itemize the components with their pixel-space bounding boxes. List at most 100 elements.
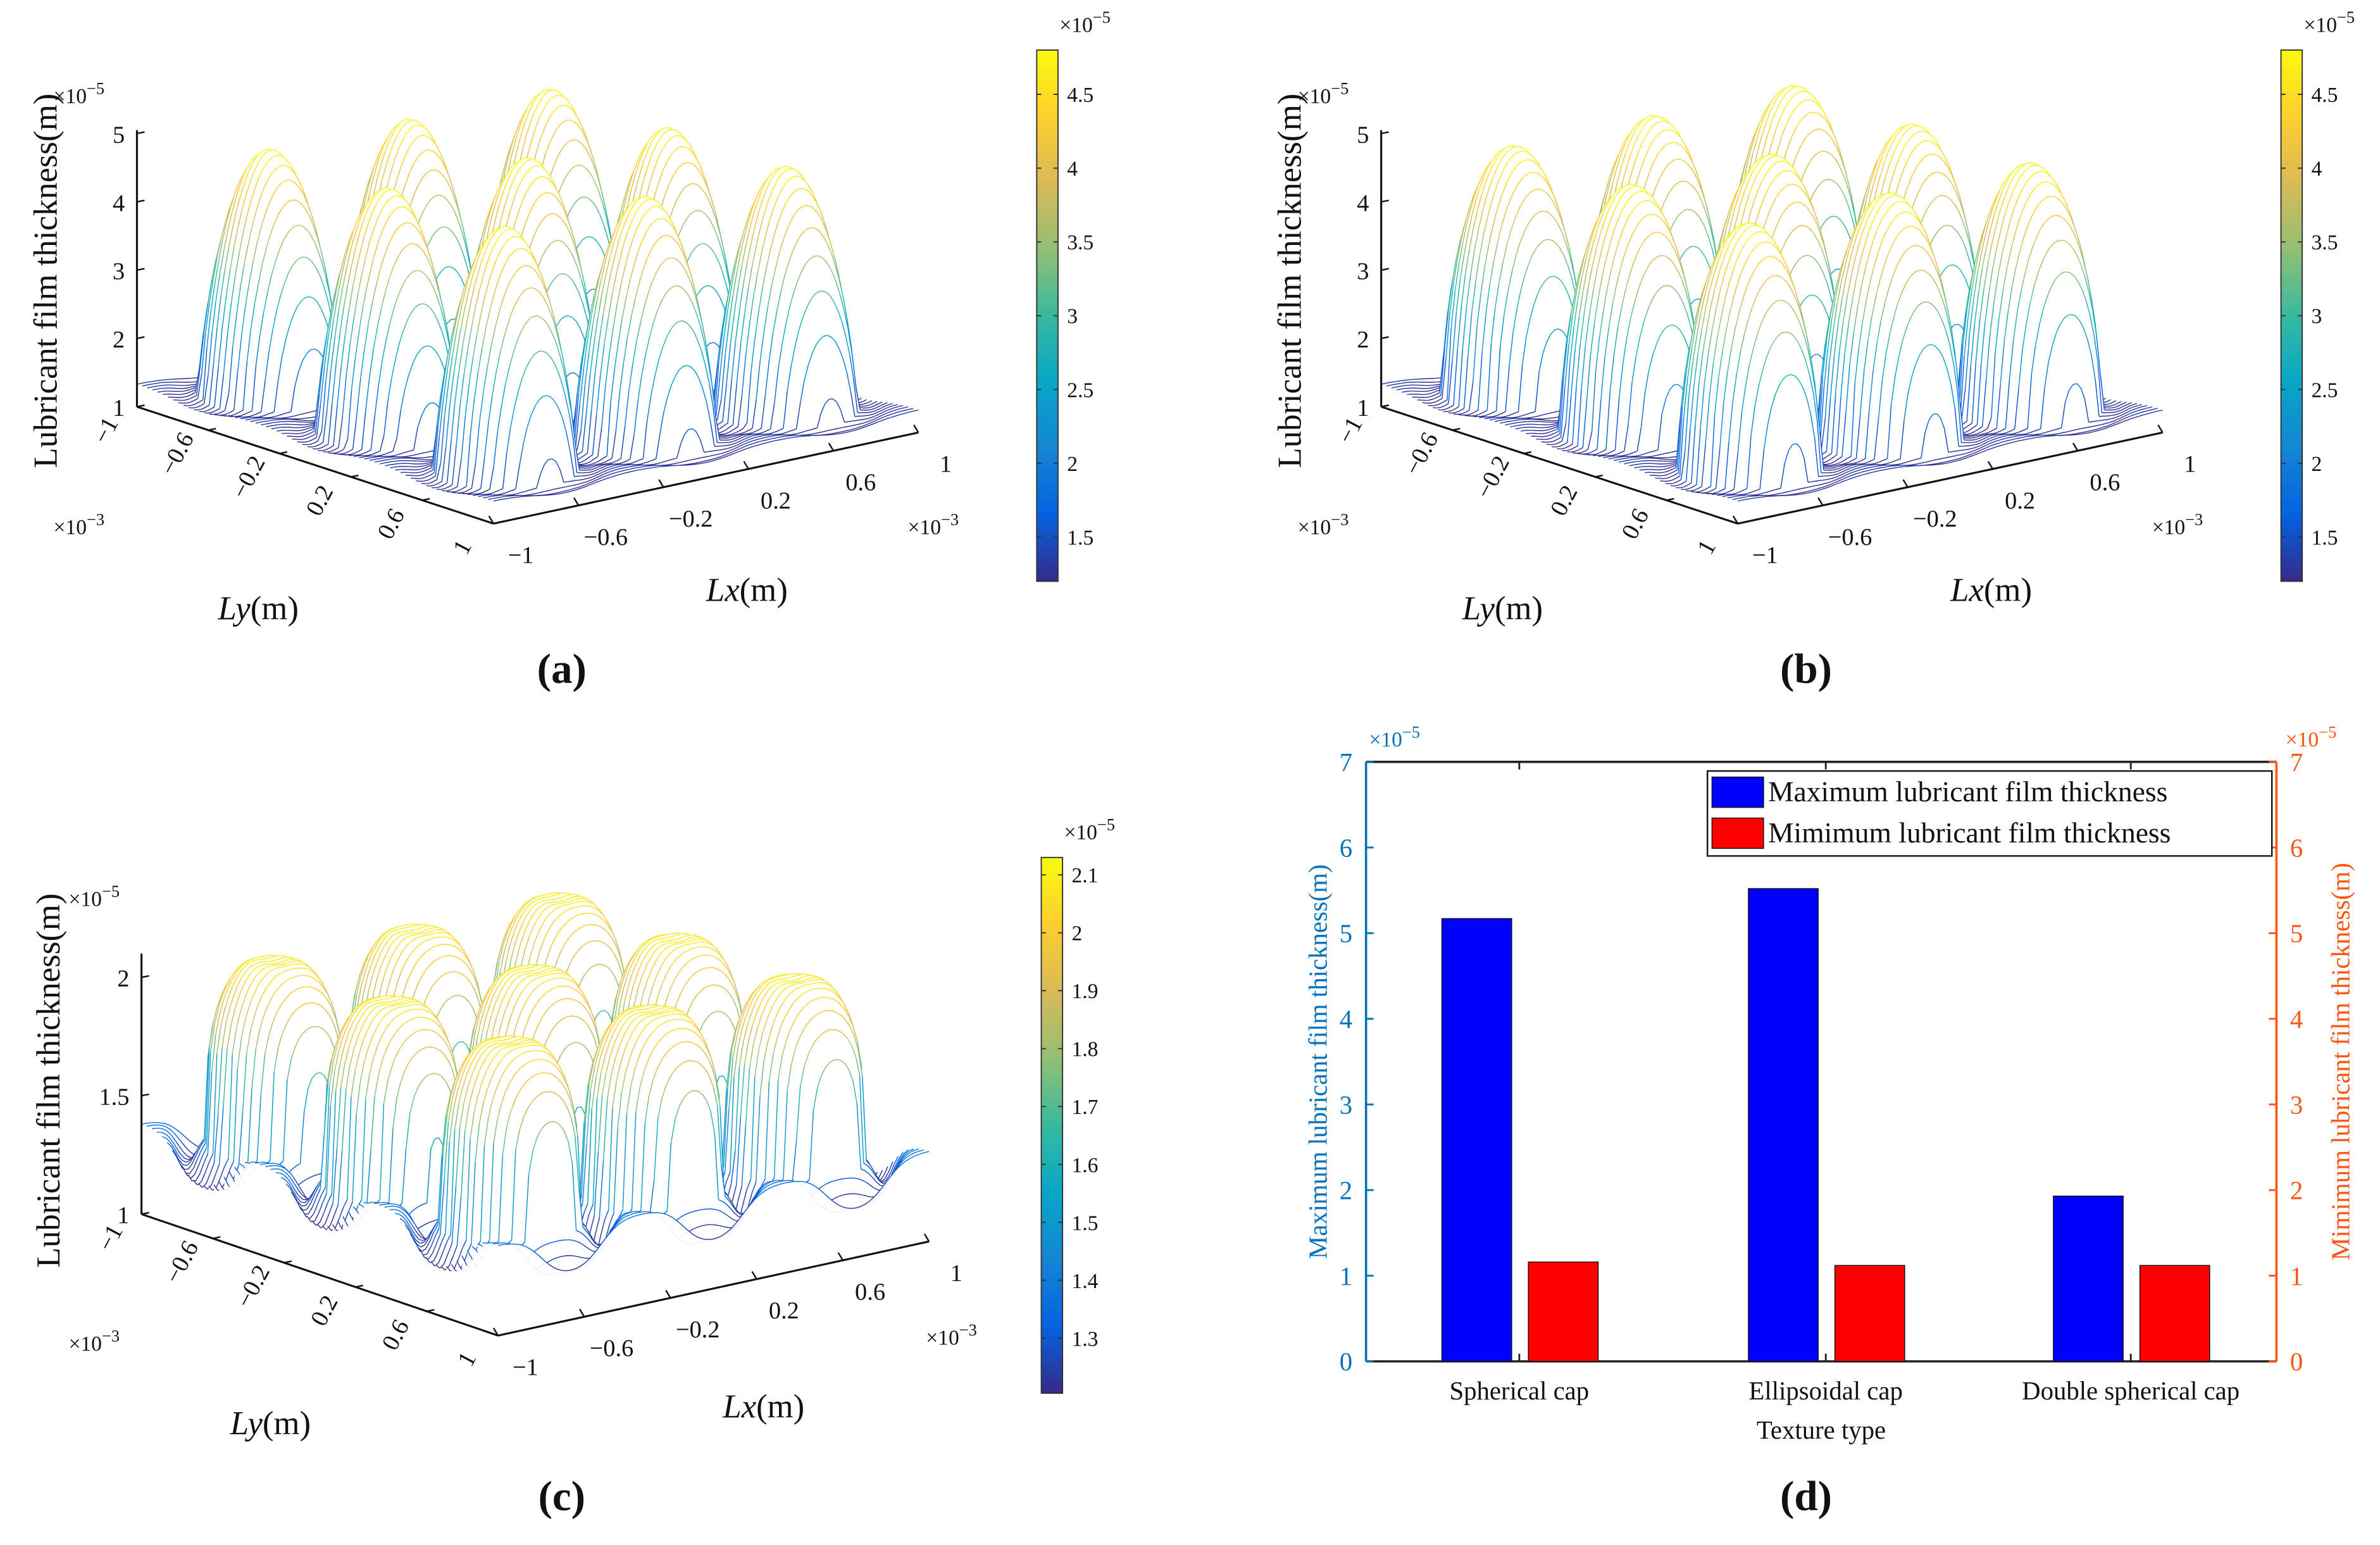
lx-unit: (m) xyxy=(740,572,788,609)
mesh-line xyxy=(519,1046,856,1130)
exponent-base: ×10 xyxy=(2286,729,2319,752)
mesh-line xyxy=(1639,153,1941,222)
mesh-line xyxy=(509,1005,846,1084)
mesh-line xyxy=(567,344,783,415)
mesh-line xyxy=(276,120,578,189)
mesh-line xyxy=(1719,323,2098,449)
mesh-line xyxy=(382,938,704,1010)
mesh-line xyxy=(508,175,801,241)
mesh-line xyxy=(293,941,607,1013)
right-y-tick-label: 0 xyxy=(2290,1348,2303,1376)
surface-mesh xyxy=(1381,85,2163,509)
ly-tick-label: 0.2 xyxy=(306,1291,344,1330)
mesh-line xyxy=(442,1034,819,1154)
mesh-line xyxy=(375,948,721,1029)
mesh-face xyxy=(477,1059,909,1277)
bar-maximum xyxy=(2053,1196,2124,1362)
mesh-line xyxy=(405,211,707,280)
mesh-line xyxy=(1626,147,1943,222)
exponent-power: −5 xyxy=(87,80,104,98)
lx-tick-label: 0.2 xyxy=(761,487,791,514)
mesh-line xyxy=(518,1016,847,1094)
mesh-line xyxy=(1727,406,2153,499)
mesh-line xyxy=(649,1165,726,1213)
mesh-line xyxy=(525,996,830,1065)
mesh-line xyxy=(521,1013,844,1087)
lx-tick-label: −1 xyxy=(513,1354,539,1380)
mesh-line xyxy=(263,113,580,189)
mesh-line xyxy=(1738,227,2079,312)
mesh-line xyxy=(524,256,826,325)
ly-tick-label: −0.6 xyxy=(155,428,199,479)
mesh-line xyxy=(1523,159,1840,234)
mesh-line xyxy=(1668,264,1953,327)
lx-tick xyxy=(743,461,749,470)
ly-axis-label: Ly(m) xyxy=(218,590,299,627)
mesh-line xyxy=(1740,261,2088,352)
lx-tick-label: −0.2 xyxy=(676,1317,720,1343)
mesh-face xyxy=(482,1149,914,1280)
mesh-line xyxy=(1815,349,2023,432)
mesh-line xyxy=(1514,142,1839,220)
colorbar-tick-label: 3.5 xyxy=(1067,231,1093,254)
mesh-line xyxy=(515,987,829,1058)
mesh-face xyxy=(498,1151,930,1289)
mesh-line xyxy=(381,136,690,211)
ly-tick xyxy=(497,1333,506,1337)
mesh-line xyxy=(380,944,717,1023)
lx-tick xyxy=(1987,461,1993,470)
mesh-line xyxy=(280,927,609,1006)
mesh-face xyxy=(1717,314,2142,501)
ly-tick-label: 0.6 xyxy=(1617,504,1655,544)
mesh-line xyxy=(514,982,819,1050)
mesh-line xyxy=(511,237,828,313)
mesh-line xyxy=(577,1091,788,1223)
ly-variable: Ly xyxy=(218,590,251,627)
mesh-line xyxy=(414,243,708,308)
lx-tick-label: −0.6 xyxy=(1828,524,1872,551)
z-tick-label: 1 xyxy=(1357,395,1369,422)
ly-tick xyxy=(141,1211,149,1215)
mesh-line xyxy=(498,986,836,1064)
mesh-line xyxy=(1517,136,1835,211)
mesh-line xyxy=(267,204,607,292)
mesh-line xyxy=(261,144,594,227)
mesh-line xyxy=(1762,196,2055,260)
mesh-line xyxy=(492,1011,853,1102)
mesh-line xyxy=(504,296,845,385)
mesh-line xyxy=(401,214,711,287)
ly-axis-label: Ly(m) xyxy=(230,1405,311,1442)
mesh-line xyxy=(1704,275,2083,385)
colorbar-tick-label: 4.5 xyxy=(1067,84,1093,107)
mesh-line xyxy=(1712,403,2137,495)
mesh-line xyxy=(1618,160,1951,241)
mesh-line xyxy=(534,1010,831,1076)
mesh-line xyxy=(545,1188,882,1265)
right-y-tick-label: 7 xyxy=(2290,748,2303,777)
mesh-line xyxy=(1633,185,1958,264)
lx-tick xyxy=(2072,442,2079,451)
mesh-line xyxy=(1540,178,1833,244)
mesh-line xyxy=(531,1029,844,1103)
mesh-line xyxy=(375,939,711,1017)
mesh-line xyxy=(1762,289,2087,371)
z-tick xyxy=(137,131,145,135)
z-tick xyxy=(137,268,145,271)
lx-tick-label: 0.6 xyxy=(2090,470,2120,496)
mesh-line xyxy=(1757,255,2082,334)
lx-tick xyxy=(1817,497,1824,506)
mesh-line xyxy=(530,290,831,361)
mesh-line xyxy=(1526,128,1827,197)
mesh-line xyxy=(1773,420,2128,497)
left-y-tick-label: 0 xyxy=(1340,1348,1352,1376)
mesh-line xyxy=(497,1027,858,1120)
mesh-line xyxy=(456,1111,857,1246)
mesh-line xyxy=(296,924,594,990)
mesh-face xyxy=(1722,384,2148,503)
mesh-line xyxy=(578,1141,797,1227)
mesh-line xyxy=(271,106,573,174)
mesh-line xyxy=(1737,335,2101,453)
z-tick-label: 1.5 xyxy=(99,1084,129,1111)
mesh-line xyxy=(404,992,733,1072)
right-y-tick-label: 1 xyxy=(2290,1262,2303,1291)
